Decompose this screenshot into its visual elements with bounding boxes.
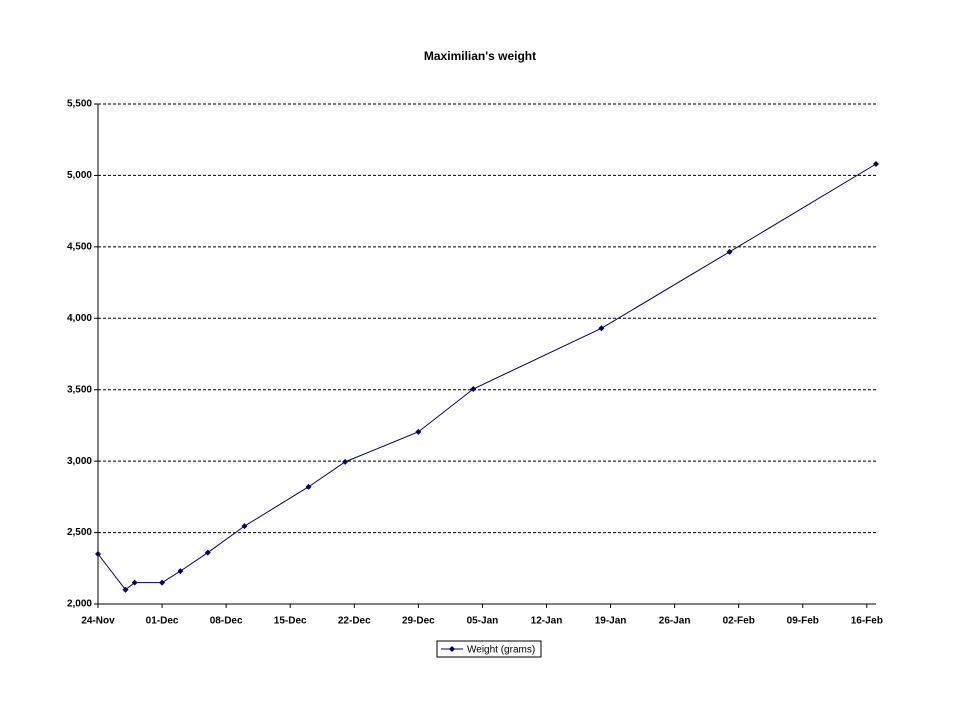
x-tick-label: 26-Jan	[659, 616, 691, 627]
point	[470, 386, 477, 392]
point	[342, 458, 349, 465]
y-tick-label: 4,000	[67, 313, 92, 324]
y-tick-label: 5,500	[67, 99, 92, 110]
x-tick-label: 24-Nov	[81, 616, 115, 627]
point	[415, 428, 422, 435]
point	[598, 325, 605, 332]
x-tick-label: 19-Jan	[595, 616, 627, 627]
x-tick-label: 05-Jan	[467, 616, 499, 627]
y-tick-label: 3,500	[67, 384, 92, 395]
y-tick-label: 3,000	[67, 456, 92, 467]
legend-marker	[449, 646, 455, 652]
point	[204, 549, 211, 556]
x-tick-label: 09-Feb	[787, 616, 819, 627]
y-tick-label: 2,000	[67, 599, 92, 610]
x-tick-label: 16-Feb	[851, 616, 883, 627]
point	[241, 523, 248, 530]
x-tick-label: 01-Dec	[146, 616, 179, 627]
legend-box	[436, 640, 542, 658]
point	[131, 579, 138, 586]
point	[159, 579, 166, 586]
y-tick-label: 2,500	[67, 527, 92, 538]
legend-label: Weight (grams)	[467, 645, 535, 656]
x-tick-label: 29-Dec	[402, 616, 435, 627]
chart-title: Maximilian's weight	[424, 49, 536, 63]
y-tick-label: 4,500	[67, 241, 92, 252]
point	[122, 586, 129, 593]
x-tick-label: 22-Dec	[338, 616, 371, 627]
series-line	[97, 163, 877, 591]
point	[95, 551, 101, 557]
x-tick-label: 12-Jan	[531, 616, 563, 627]
x-tick-label: 08-Dec	[210, 616, 243, 627]
y-tick-label: 5,000	[67, 170, 92, 181]
point	[873, 161, 879, 167]
point	[177, 568, 184, 575]
point	[305, 483, 312, 490]
point	[726, 248, 733, 255]
x-tick-label: 02-Feb	[723, 616, 755, 627]
x-tick-label: 15-Dec	[274, 616, 307, 627]
